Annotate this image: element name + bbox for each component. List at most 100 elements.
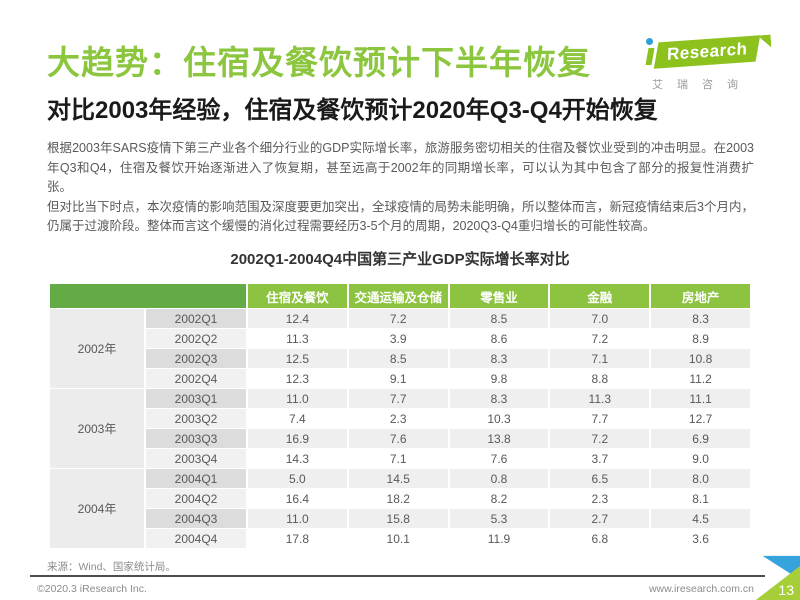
value-cell: 11.9 [449, 529, 549, 548]
quarter-cell: 2004Q4 [146, 529, 246, 548]
quarter-cell: 2002Q4 [146, 369, 246, 388]
table-header-col: 房地产 [651, 284, 750, 308]
value-cell: 12.7 [651, 409, 750, 428]
quarter-cell: 2003Q2 [146, 409, 246, 428]
value-cell: 12.5 [248, 349, 347, 368]
value-cell: 2.3 [550, 489, 650, 508]
quarter-cell: 2002Q2 [146, 329, 246, 348]
value-cell: 11.3 [550, 389, 650, 408]
value-cell: 7.2 [550, 429, 650, 448]
value-cell: 8.1 [651, 489, 750, 508]
footer-divider [30, 575, 765, 577]
value-cell: 14.5 [348, 469, 448, 488]
quarter-cell: 2003Q1 [146, 389, 246, 408]
value-cell: 16.4 [248, 489, 347, 508]
quarter-cell: 2002Q1 [146, 309, 246, 328]
value-cell: 11.3 [248, 329, 347, 348]
value-cell: 8.0 [651, 469, 750, 488]
table-header-col: 金融 [550, 284, 650, 308]
value-cell: 13.8 [449, 429, 549, 448]
value-cell: 18.2 [348, 489, 448, 508]
logo-i-stem-icon [645, 48, 655, 65]
value-cell: 8.3 [651, 309, 750, 328]
page-title: 大趋势：住宿及餐饮预计下半年恢复 [47, 44, 591, 81]
table-row: 2003Q2 7.4 2.3 10.3 7.7 12.7 [50, 409, 750, 428]
value-cell: 7.7 [348, 389, 448, 408]
body-text-block: 根据2003年SARS疫情下第三产业各个细分行业的GDP实际增长率，旅游服务密切… [47, 139, 754, 237]
quarter-cell: 2004Q2 [146, 489, 246, 508]
table-row: 2003Q4 14.3 7.1 7.6 3.7 9.0 [50, 449, 750, 468]
value-cell: 11.1 [651, 389, 750, 408]
value-cell: 11.0 [248, 389, 347, 408]
table-header-row: 住宿及餐饮 交通运输及仓储 零售业 金融 房地产 [50, 284, 750, 308]
paragraph: 根据2003年SARS疫情下第三产业各个细分行业的GDP实际增长率，旅游服务密切… [47, 141, 754, 194]
page-number: 13 [778, 582, 794, 598]
value-cell: 7.2 [348, 309, 448, 328]
value-cell: 7.7 [550, 409, 650, 428]
table-row: 2004Q3 11.0 15.8 5.3 2.7 4.5 [50, 509, 750, 528]
table-header-col: 交通运输及仓储 [348, 284, 448, 308]
quarter-cell: 2003Q4 [146, 449, 246, 468]
logo-chinese-text: 艾瑞咨询 [652, 79, 752, 91]
value-cell: 0.8 [449, 469, 549, 488]
table-row: 2003年 2003Q1 11.0 7.7 8.3 11.3 11.1 [50, 389, 750, 468]
value-cell: 17.8 [248, 529, 347, 548]
value-cell: 3.7 [550, 449, 650, 468]
table-row: 2002年 2002Q1 12.4 7.2 8.5 7.0 8.3 [50, 309, 750, 388]
value-cell: 6.9 [651, 429, 750, 448]
table-header-col: 住宿及餐饮 [248, 284, 347, 308]
table-row: 2002Q4 12.3 9.1 9.8 8.8 11.2 [50, 369, 750, 388]
value-cell: 7.1 [550, 349, 650, 368]
value-cell: 10.3 [449, 409, 549, 428]
value-cell: 8.2 [449, 489, 549, 508]
logo-slash-icon [758, 35, 772, 49]
table-row: 2004Q2 16.4 18.2 8.2 2.3 8.1 [50, 489, 750, 508]
value-cell: 8.3 [449, 389, 549, 408]
value-cell: 10.8 [651, 349, 750, 368]
value-cell: 7.6 [449, 449, 549, 468]
table-row: 2004Q4 17.8 10.1 11.9 6.8 3.6 [50, 529, 750, 548]
quarter-cell: 2004Q1 [146, 469, 246, 488]
value-cell: 7.1 [348, 449, 448, 468]
value-cell: 14.3 [248, 449, 347, 468]
logo-banner: Research [653, 35, 761, 69]
value-cell: 9.8 [449, 369, 549, 388]
copyright-text: ©2020.3 iResearch Inc. [37, 583, 147, 595]
source-note: 来源：Wind、国家统计局。 [47, 561, 176, 573]
value-cell: 15.8 [348, 509, 448, 528]
value-cell: 8.5 [449, 309, 549, 328]
value-cell: 9.1 [348, 369, 448, 388]
value-cell: 7.2 [550, 329, 650, 348]
value-cell: 16.9 [248, 429, 347, 448]
value-cell: 5.3 [449, 509, 549, 528]
value-cell: 8.5 [348, 349, 448, 368]
value-cell: 2.7 [550, 509, 650, 528]
table-row: 2004年 2004Q1 5.0 14.5 0.8 6.5 8.0 [50, 469, 750, 548]
value-cell: 4.5 [651, 509, 750, 528]
table-row: 2002Q2 11.3 3.9 8.6 7.2 8.9 [50, 329, 750, 348]
value-cell: 7.6 [348, 429, 448, 448]
table-title: 2002Q1-2004Q4中国第三产业GDP实际增长率对比 [230, 251, 570, 268]
value-cell: 9.0 [651, 449, 750, 468]
iresearch-logo: Research 艾瑞咨询 [644, 36, 772, 92]
page-corner-graphic: 13 [752, 554, 800, 600]
value-cell: 6.5 [550, 469, 650, 488]
quarter-cell: 2003Q3 [146, 429, 246, 448]
year-cell: 2003年 [50, 389, 144, 468]
table-header-col: 零售业 [449, 284, 549, 308]
value-cell: 6.8 [550, 529, 650, 548]
value-cell: 3.6 [651, 529, 750, 548]
value-cell: 10.1 [348, 529, 448, 548]
value-cell: 3.9 [348, 329, 448, 348]
logo-i-dot-icon [646, 38, 653, 45]
value-cell: 7.0 [550, 309, 650, 328]
value-cell: 11.0 [248, 509, 347, 528]
value-cell: 7.4 [248, 409, 347, 428]
table-row: 2002Q3 12.5 8.5 8.3 7.1 10.8 [50, 349, 750, 368]
quarter-cell: 2002Q3 [146, 349, 246, 368]
value-cell: 5.0 [248, 469, 347, 488]
paragraph: 但对比当下时点，本次疫情的影响范围及深度要更加突出，全球疫情的局势未能明确，所以… [47, 199, 754, 234]
value-cell: 8.3 [449, 349, 549, 368]
website-url: www.iresearch.com.cn [648, 583, 754, 595]
value-cell: 12.4 [248, 309, 347, 328]
